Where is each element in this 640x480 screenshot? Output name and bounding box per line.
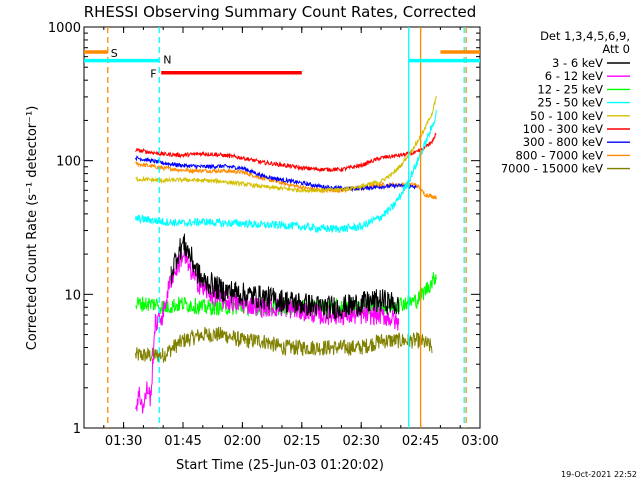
x-tick-label: 01:45 (164, 434, 201, 449)
x-tick-label: 01:30 (105, 434, 142, 449)
series-6-12keV (135, 249, 400, 414)
y-tick-label: 10 (64, 288, 81, 303)
annotation-N: N (163, 54, 171, 67)
legend-entry-label: 7000 - 15000 keV (501, 162, 603, 176)
legend-entry-label: 100 - 300 keV (523, 122, 603, 136)
series-50-100keV (135, 95, 437, 194)
y-tick-label: 1 (73, 422, 81, 437)
x-tick-label: 02:45 (402, 434, 439, 449)
legend-entry-label: 25 - 50 keV (537, 96, 603, 110)
x-axis-label: Start Time (25-Jun-03 01:20:02) (176, 458, 384, 473)
legend-entry-label: 50 - 100 keV (530, 109, 603, 123)
x-tick-label: 02:30 (342, 434, 379, 449)
series-7000-15000keV (135, 326, 433, 363)
legend-entry-label: 6 - 12 keV (545, 69, 603, 83)
x-tick-label: 02:15 (283, 434, 320, 449)
annotation-S: S (111, 47, 118, 60)
x-tick-label: 03:00 (461, 434, 498, 449)
legend-header: Det 1,3,4,5,6,9, (540, 29, 630, 43)
series-25-50keV (135, 110, 437, 234)
legend-entry-label: 3 - 6 keV (552, 56, 603, 70)
legend-entry-label: 12 - 25 keV (537, 82, 603, 96)
series-100-300keV (135, 132, 437, 173)
legend-entry-label: 800 - 7000 keV (515, 148, 603, 162)
data-layer (135, 95, 437, 414)
y-tick-label: 1000 (48, 21, 81, 36)
x-tick-label: 02:00 (224, 434, 261, 449)
y-tick-label: 100 (56, 155, 81, 170)
legend-entry-label: 300 - 800 keV (523, 135, 603, 149)
timestamp: 19-Oct-2021 22:52 (561, 470, 637, 479)
series-3-6keV (170, 233, 400, 320)
series-300-800keV (135, 155, 417, 193)
legend-header: Att 0 (602, 42, 630, 56)
chart-title: RHESSI Observing Summary Count Rates, Co… (84, 3, 477, 21)
annotation-F: F (150, 68, 156, 81)
y-axis-label: Corrected Count Rate (s⁻¹ detector⁻¹) (25, 106, 40, 351)
plot-area: 01:30 01:45 02:00 02:15 02:30 02:45 03:00 1 10 10… (48, 21, 499, 449)
